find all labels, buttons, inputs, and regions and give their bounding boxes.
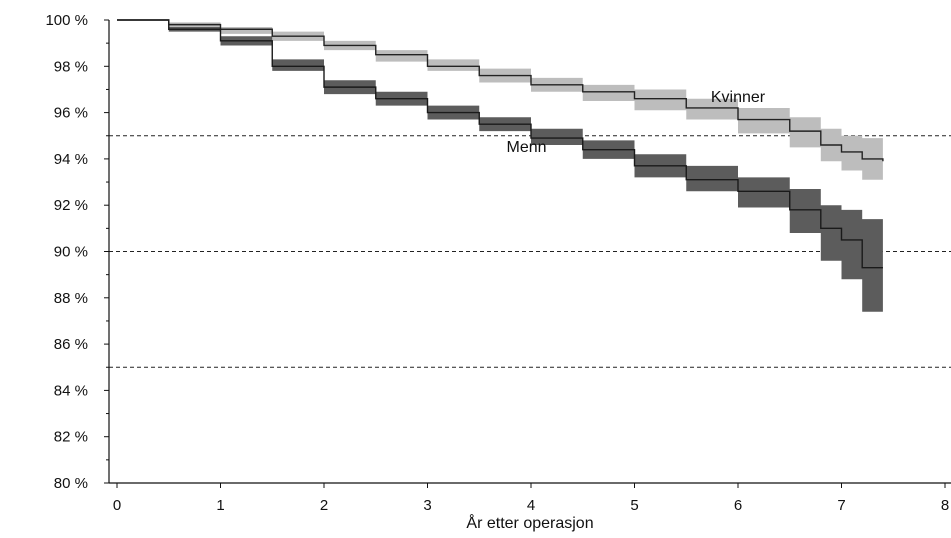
y-tick-label-100: 100 % bbox=[45, 12, 88, 29]
y-tick-label-88: 88 % bbox=[54, 290, 88, 307]
line-menn bbox=[117, 20, 883, 268]
axes: 100 % 98 % 96 % 94 % 92 % 90 % 88 % 86 % 84 % 82 … bbox=[45, 12, 951, 514]
band-menn bbox=[117, 20, 883, 312]
x-axis-title: År etter operasjon bbox=[466, 513, 593, 532]
y-tick-label-94: 94 % bbox=[54, 151, 88, 168]
x-tick-label-2: 2 bbox=[320, 497, 328, 514]
y-tick-label-98: 98 % bbox=[54, 58, 88, 75]
y-tick-label-82: 82 % bbox=[54, 429, 88, 446]
x-tick-label-6: 6 bbox=[734, 497, 742, 514]
x-tick-label-3: 3 bbox=[423, 497, 431, 514]
confidence-bands bbox=[117, 20, 883, 312]
x-tick-label-1: 1 bbox=[216, 497, 224, 514]
y-tick-label-80: 80 % bbox=[54, 475, 88, 492]
y-tick-label-84: 84 % bbox=[54, 382, 88, 399]
y-tick-label-92: 92 % bbox=[54, 197, 88, 214]
series-lines bbox=[117, 20, 883, 268]
y-tick-label-90: 90 % bbox=[54, 244, 88, 261]
series-label-menn: Menn bbox=[506, 139, 546, 156]
series-label-kvinner: Kvinner bbox=[711, 89, 766, 106]
x-tick-label-7: 7 bbox=[837, 497, 845, 514]
x-tick-label-5: 5 bbox=[630, 497, 638, 514]
x-tick-label-8: 8 bbox=[941, 497, 949, 514]
x-tick-label-4: 4 bbox=[527, 497, 535, 514]
y-tick-label-86: 86 % bbox=[54, 336, 88, 353]
y-tick-label-96: 96 % bbox=[54, 105, 88, 122]
x-tick-label-0: 0 bbox=[113, 497, 121, 514]
